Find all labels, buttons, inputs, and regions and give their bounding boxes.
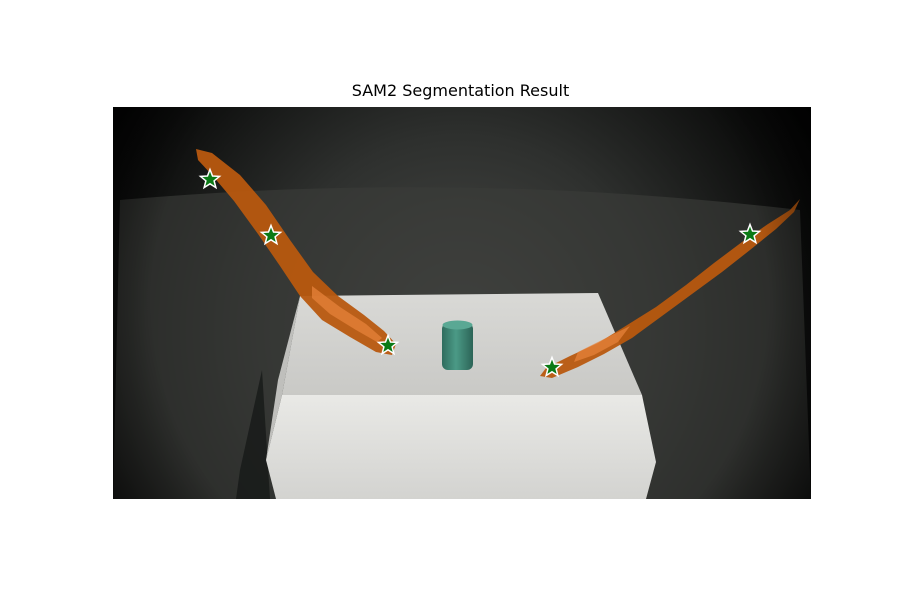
prompt-point-star bbox=[376, 333, 400, 356]
segmentation-image bbox=[113, 107, 811, 499]
prompt-point-star bbox=[738, 222, 762, 245]
figure-title: SAM2 Segmentation Result bbox=[351, 81, 570, 100]
prompt-point-star bbox=[259, 223, 283, 246]
prompt-point-star bbox=[540, 355, 564, 378]
prompt-point-star bbox=[198, 167, 222, 190]
prompt-points bbox=[198, 167, 762, 378]
